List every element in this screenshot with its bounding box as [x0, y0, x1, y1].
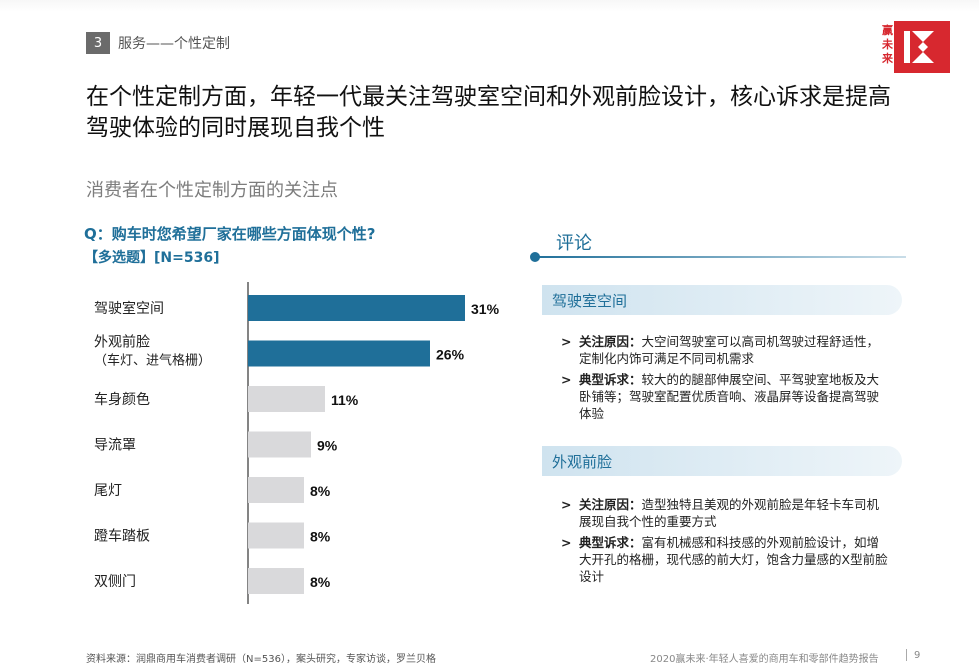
comment-key: 关注原因：	[579, 497, 642, 512]
page-title: 在个性定制方面，年轻一代最关注驾驶室空间和外观前脸设计，核心诉求是提高驾驶体验的…	[86, 84, 891, 141]
section-number: 3	[86, 32, 110, 54]
footer-divider	[906, 649, 907, 661]
comment-item: > 关注原因：大空间驾驶室可以高司机驾驶过程舒适性，定制化内饰可满足不同司机需求	[561, 333, 891, 367]
data-label: 8%	[310, 574, 331, 590]
data-label: 9%	[317, 438, 338, 454]
comment-block-title-cabin: 驾驶室空间	[542, 285, 902, 315]
category-label: 驾驶室空间	[94, 300, 164, 317]
page-number: 9	[914, 650, 921, 661]
category-label: 导流罩	[94, 438, 136, 454]
comment-text: 造型独特且美观的外观前脸是年轻卡车司机展现自我个性的重要方式	[579, 497, 880, 529]
comments-heading: 评论	[556, 233, 592, 254]
bullet-arrow-icon: >	[561, 334, 572, 349]
comment-block-title-front: 外观前脸	[542, 446, 902, 476]
chart-bar	[248, 386, 325, 412]
bullet-arrow-icon: >	[561, 497, 572, 512]
category-label: （车灯、进气格栅）	[94, 353, 211, 369]
report-name: 2020赢未来·年轻人喜爱的商用车和零部件趋势报告	[650, 654, 879, 665]
comment-item: > 典型诉求：富有机械感和科技感的外观前脸设计，如增大开孔的格栅，现代感的前大灯…	[561, 534, 891, 585]
chart-bar	[248, 477, 304, 503]
comment-text: 较大的的腿部伸展空间、平驾驶室地板及大卧铺等；驾驶室配置优质音响、液晶屏等设备提…	[579, 372, 880, 421]
bullet-arrow-icon: >	[561, 372, 572, 387]
category-label: 蹬车踏板	[94, 528, 150, 545]
bullet-arrow-icon: >	[561, 535, 572, 550]
brand-logo-text: 赢未来	[882, 24, 893, 65]
survey-question-note: 【多选题】[N=536]	[84, 250, 220, 266]
data-label: 31%	[471, 301, 500, 317]
comment-text: 富有机械感和科技感的外观前脸设计，如增大开孔的格栅，现代感的前大灯，饱含力量感的…	[579, 535, 888, 584]
comment-key: 典型诉求：	[579, 535, 642, 550]
category-label: 尾灯	[94, 483, 122, 499]
section-tag: 3 服务——个性定制	[86, 32, 230, 54]
comment-key: 关注原因：	[579, 334, 642, 349]
category-label: 双侧门	[94, 574, 136, 590]
comment-block-title: 驾驶室空间	[552, 292, 628, 310]
section-name: 服务——个性定制	[118, 36, 230, 52]
data-label: 26%	[436, 347, 465, 363]
brand-logo	[894, 21, 950, 73]
comments-divider	[532, 256, 906, 258]
comment-list-front: > 关注原因：造型独特且美观的外观前脸是年轻卡车司机展现自我个性的重要方式 > …	[561, 496, 891, 589]
comment-key: 典型诉求：	[579, 372, 642, 387]
data-label: 8%	[310, 529, 331, 545]
data-label: 8%	[310, 483, 331, 499]
chart-bar	[248, 431, 311, 458]
chart-bar	[248, 295, 465, 321]
survey-question: Q：购车时您希望厂家在哪些方面体现个性?	[84, 225, 376, 243]
comments-divider-dot	[530, 252, 540, 262]
data-label: 11%	[331, 392, 359, 408]
comment-block-title: 外观前脸	[552, 453, 613, 471]
page-subtitle: 消费者在个性定制方面的关注点	[86, 180, 338, 201]
comment-list-cabin: > 关注原因：大空间驾驶室可以高司机驾驶过程舒适性，定制化内饰可满足不同司机需求…	[561, 333, 891, 426]
chart-bar	[248, 522, 304, 549]
chart-bar	[248, 568, 304, 594]
source-note: 资料来源：润鼎商用车消费者调研（N=536），案头研究，专家访谈，罗兰贝格	[86, 654, 436, 665]
bar-chart: 驾驶室空间 31% 外观前脸 （车灯、进气格栅） 26% 车身颜色 11% 导流罩 9% 尾灯 8%…	[94, 282, 500, 604]
comment-item: > 典型诉求：较大的的腿部伸展空间、平驾驶室地板及大卧铺等；驾驶室配置优质音响、…	[561, 371, 891, 422]
comment-item: > 关注原因：造型独特且美观的外观前脸是年轻卡车司机展现自我个性的重要方式	[561, 496, 891, 530]
chart-bar	[248, 340, 430, 367]
comment-text: 大空间驾驶室可以高司机驾驶过程舒适性，定制化内饰可满足不同司机需求	[579, 334, 880, 366]
category-label: 车身颜色	[94, 391, 150, 408]
category-label: 外观前脸	[94, 334, 150, 351]
